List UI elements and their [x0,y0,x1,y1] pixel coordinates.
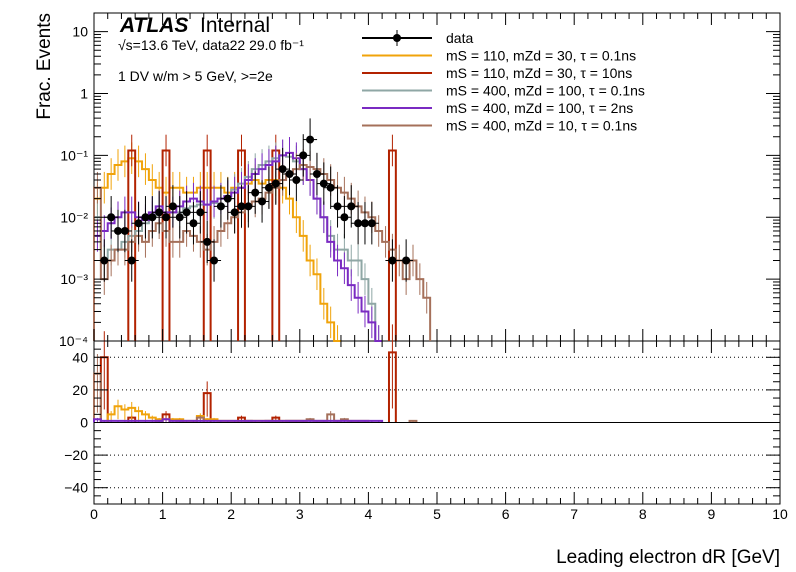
data-point [402,256,411,265]
data-point [162,213,171,222]
legend-label: mS = 110, mZd = 30, τ = 10ns [446,65,632,81]
y-tick-label: 10 [72,24,88,40]
axis-ticks: 0 1 2 3 4 5 6 7 8 9 10 10 1 10⁻¹ 10⁻² 10⁻³ 10⁻⁴40 20 0 −20 −… [59,12,788,522]
data-point [388,256,397,265]
legend-label: data [446,30,473,46]
y-tick-label: 10⁻³ [60,271,88,287]
data-point [258,197,267,206]
data-point [203,237,212,246]
ratio-tick-label: 0 [80,415,88,431]
data-point [244,202,253,211]
data-point [148,213,157,222]
x-tick-label: 6 [502,506,510,522]
data-point [333,202,342,211]
x-tick-label: 0 [90,506,98,522]
data-point [134,219,143,228]
data-point [175,213,184,222]
data-point [306,135,315,144]
data-point [168,202,177,211]
x-tick-label: 9 [708,506,716,522]
x-tick-label: 8 [639,506,647,522]
y-tick-label: 10⁻⁴ [59,333,88,349]
data-point [182,208,191,217]
data-point [292,175,301,184]
atlas-label: ATLAS [119,14,188,37]
data-point [367,219,376,228]
legend-label: mS = 400, mZd = 100, τ = 0.1ns [446,83,645,99]
data-point [251,188,260,197]
data-point [216,202,225,211]
y-tick-label: 1 [80,86,88,102]
y-tick-label: 10⁻² [60,209,88,225]
data-point [312,170,321,179]
data-point [285,170,294,179]
data-point [299,151,308,160]
data-point [127,256,136,265]
x-tick-label: 3 [296,506,304,522]
data-point [107,213,116,222]
legend-label: mS = 400, mZd = 100, τ = 2ns [446,100,633,116]
data-points-group [97,118,414,282]
data-point [155,208,164,217]
series-histogram-4 [93,163,432,341]
ratio-tick-label: −20 [64,447,88,463]
x-tick-label: 1 [159,506,167,522]
y-tick-label: 10⁻¹ [60,147,88,163]
energy-lumi-label: √s=13.6 TeV, data22 29.0 fb⁻¹ [118,37,304,53]
y-axis-title: Frac. Events [34,13,55,120]
data-point [120,226,129,235]
ratio-tick-label: 20 [72,382,88,398]
data-point [223,194,232,203]
x-tick-label: 7 [570,506,578,522]
atlas-status: Internal [200,14,270,37]
legend-label: mS = 110, mZd = 30, τ = 0.1ns [446,48,636,64]
x-tick-label: 4 [365,506,373,522]
data-point [189,219,198,228]
legend-label: mS = 400, mZd = 10, τ = 0.1ns [446,118,637,134]
ratio-tick-label: 40 [72,349,88,365]
data-point [196,208,205,217]
data-point [278,165,287,174]
x-tick-label: 5 [433,506,441,522]
data-point [100,256,109,265]
selection-label: 1 DV w/m > 5 GeV, >=2e [118,68,273,84]
data-point [340,213,349,222]
x-tick-label: 10 [772,506,788,522]
data-point [326,183,335,192]
data-point [264,183,273,192]
legend-marker [393,34,401,42]
data-point [347,202,356,211]
data-point [271,179,280,188]
x-tick-label: 2 [227,506,235,522]
x-axis-title: Leading electron dR [GeV] [556,547,780,568]
data-point [319,179,328,188]
data-point [210,256,219,265]
ratio-tick-label: −40 [64,480,88,496]
data-point [230,208,239,217]
